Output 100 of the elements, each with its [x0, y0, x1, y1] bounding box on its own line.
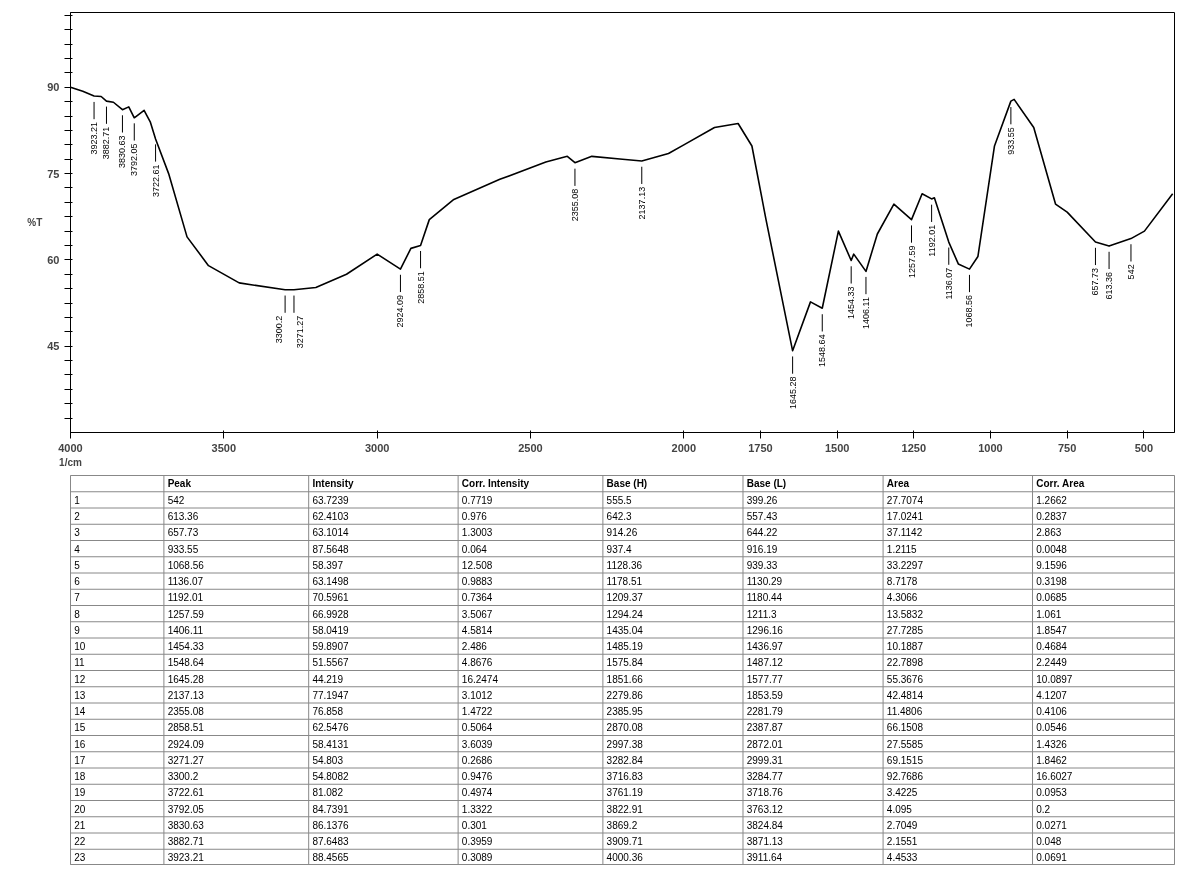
y-tick-label: 90 — [47, 81, 60, 94]
text: 3822.91 — [606, 803, 644, 815]
annotation: 613.36 — [1104, 271, 1115, 300]
text: 3909.71 — [606, 836, 644, 848]
text: 70.5961 — [312, 592, 349, 604]
text: 16 — [74, 738, 86, 750]
text: 4.5814 — [461, 624, 493, 636]
text: 933.55 — [167, 543, 199, 555]
text: 11 — [74, 657, 86, 669]
text: 557.43 — [746, 511, 778, 523]
text: 1406.11 — [167, 624, 204, 636]
text: 58.397 — [312, 559, 344, 571]
text: 2387.87 — [746, 722, 784, 734]
x-tick-label: 3500 — [211, 441, 237, 454]
text: 1211.3 — [746, 608, 778, 620]
text: 12 — [74, 673, 86, 685]
text: 3871.13 — [746, 836, 784, 848]
text: 0.9883 — [461, 576, 493, 588]
text: 0.2837 — [1036, 511, 1068, 523]
x-tick-label: 500 — [1134, 441, 1154, 454]
text: 4.3066 — [886, 592, 918, 604]
text: 3284.77 — [746, 771, 784, 783]
text: 87.5648 — [312, 543, 349, 555]
x-axis-title: 1/cm — [59, 456, 82, 468]
text: 1485.19 — [606, 641, 644, 653]
text: 15 — [74, 722, 86, 734]
text: 1.8462 — [1036, 754, 1068, 766]
text: 0.048 — [1036, 836, 1062, 848]
text: 0.5064 — [461, 722, 493, 734]
text: 4.1207 — [1036, 689, 1068, 701]
text: 0.2686 — [461, 754, 493, 766]
text: 59.8907 — [312, 641, 349, 653]
text: 3.4225 — [886, 787, 918, 799]
text: 92.7686 — [886, 771, 924, 783]
text: 1.061 — [1036, 608, 1062, 620]
text: 3716.83 — [606, 771, 644, 783]
text: 9 — [74, 624, 81, 636]
text: 18 — [74, 771, 86, 783]
text: 54.803 — [312, 754, 344, 766]
text: 3830.63 — [167, 819, 205, 831]
text: 1068.56 — [167, 559, 205, 571]
text: 1.4326 — [1036, 738, 1068, 750]
text: 16.2474 — [461, 673, 499, 685]
text: 62.4103 — [312, 511, 349, 523]
text: 1575.84 — [606, 657, 644, 669]
text: 1178.51 — [606, 576, 643, 588]
text: 1.3003 — [461, 527, 493, 539]
text: 4000.36 — [606, 852, 644, 864]
text: 2279.86 — [606, 689, 644, 701]
text: 1436.97 — [746, 641, 784, 653]
annotation: 3830.63 — [117, 135, 128, 168]
text: 0.0048 — [1036, 543, 1068, 555]
annotation: 3923.21 — [89, 122, 100, 155]
text: 8 — [74, 608, 81, 620]
x-tick-label: 3000 — [364, 441, 390, 454]
text: 1.2115 — [886, 543, 918, 555]
text: 3300.2 — [167, 771, 199, 783]
text: 1.3322 — [461, 803, 493, 815]
annotation: 1192.01 — [926, 224, 937, 257]
annotation: 1454.33 — [846, 286, 857, 319]
text: 66.1508 — [886, 722, 924, 734]
text: 21 — [74, 819, 86, 831]
text: 44.219 — [312, 673, 344, 685]
text: 9.1596 — [1036, 559, 1068, 571]
text: 17 — [74, 754, 86, 766]
text: Base (L) — [746, 478, 787, 490]
text: 3271.27 — [167, 754, 205, 766]
text: 0.976 — [461, 511, 488, 523]
text: 1.4722 — [461, 706, 493, 718]
text: 7 — [74, 592, 81, 604]
text: 54.8082 — [312, 771, 349, 783]
text: 644.22 — [746, 527, 778, 539]
text: 1136.07 — [167, 576, 204, 588]
x-tick-label: 2500 — [518, 441, 543, 454]
text: 8.7178 — [886, 576, 918, 588]
annotation: 933.55 — [1005, 127, 1016, 155]
annotation: 2858.51 — [415, 271, 426, 304]
text: 0.4974 — [461, 787, 493, 799]
text: 22 — [74, 836, 86, 848]
text: 1487.12 — [746, 657, 784, 669]
text: 20 — [74, 803, 86, 815]
text: 1180.44 — [746, 592, 783, 604]
text: 0.3959 — [461, 836, 493, 848]
x-tick-label: 4000 — [58, 441, 83, 454]
annotation: 542 — [1125, 264, 1136, 280]
text: 939.33 — [746, 559, 778, 571]
text: 58.0419 — [312, 624, 349, 636]
text: 2997.38 — [606, 738, 644, 750]
text: 62.5476 — [312, 722, 349, 734]
x-tick-label: 750 — [1057, 441, 1077, 454]
text: 2281.79 — [746, 706, 784, 718]
text: 0.2 — [1036, 803, 1051, 815]
text: 937.4 — [606, 543, 633, 555]
text: 23 — [74, 852, 86, 864]
text: 0.7364 — [461, 592, 493, 604]
text: 63.1014 — [312, 527, 349, 539]
text: 10 — [74, 641, 86, 653]
text: 2870.08 — [606, 722, 644, 734]
text: Corr. Intensity — [461, 478, 530, 490]
text: 55.3676 — [886, 673, 924, 685]
